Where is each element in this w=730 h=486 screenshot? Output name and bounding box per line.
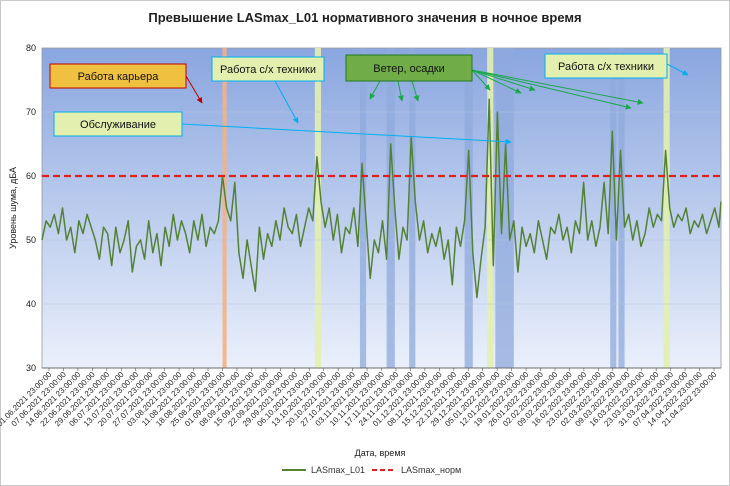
annotations: Работа карьера Работа с/х техники Ветер, о… [49, 53, 689, 145]
x-axis-label: Дата, время [355, 448, 406, 458]
band-wind-5 [464, 48, 473, 368]
annotation-label-4: Работа с/х техники [558, 61, 654, 73]
plot-area [41, 47, 722, 369]
annotation-arrow-3-0 [181, 123, 512, 145]
y-tick-label: 70 [26, 107, 36, 117]
annotation-arrow-2-6 [471, 69, 632, 110]
legend-label-norm: LASmax_норм [401, 465, 461, 475]
band-wind-3 [386, 48, 395, 368]
annotation-arrow-1-0 [274, 80, 299, 124]
annotation-arrow-2-7 [471, 69, 644, 105]
band-agri-1 [314, 48, 321, 368]
band-agri-6 [487, 48, 494, 368]
annotation-box-0 [49, 63, 187, 89]
band-wind-8 [610, 48, 617, 368]
annotation-arrow-0-0 [185, 75, 203, 104]
annotation-box-2 [345, 54, 473, 82]
annotation-label-3: Обслуживание [80, 119, 156, 131]
band-wind-7 [495, 48, 514, 368]
series-line-0 [41, 98, 722, 299]
annotation-arrow-4-0 [666, 63, 689, 76]
annotation-arrow-2-1 [397, 80, 404, 102]
y-tick-label: 40 [26, 299, 36, 309]
band-quarry-0 [222, 48, 227, 368]
y-tick-label: 50 [26, 235, 36, 245]
band-agri-10 [663, 48, 670, 368]
annotation-arrow-2-5 [471, 69, 536, 92]
y-tick-label: 60 [26, 171, 36, 181]
annotation-label-1: Работа с/х техники [220, 64, 316, 76]
y-tick-label: 80 [26, 43, 36, 53]
annotation-box-1 [211, 56, 325, 82]
chart-title: Превышение LASmax_L01 нормативного значе… [148, 10, 581, 25]
event-bands [222, 48, 670, 368]
annotation-label-0: Работа карьера [78, 71, 160, 83]
band-wind-9 [618, 48, 625, 368]
annotation-box-4 [544, 53, 668, 79]
annotation-box-3 [53, 111, 183, 137]
legend: LASmax_L01 LASmax_норм [282, 465, 461, 475]
annotation-arrow-2-2 [411, 80, 420, 102]
annotation-arrow-2-3 [471, 69, 491, 91]
band-wind-4 [409, 48, 416, 368]
band-wind-2 [359, 48, 367, 368]
annotation-label-2: Ветер, осадки [373, 63, 444, 75]
series-lines [41, 98, 722, 299]
y-tick-label: 30 [26, 363, 36, 373]
y-axis-label: Уровень шума, дБА [8, 167, 18, 249]
annotation-arrow-2-4 [471, 69, 522, 94]
annotation-arrow-2-0 [369, 80, 381, 100]
legend-label-lasmax: LASmax_L01 [311, 465, 365, 475]
